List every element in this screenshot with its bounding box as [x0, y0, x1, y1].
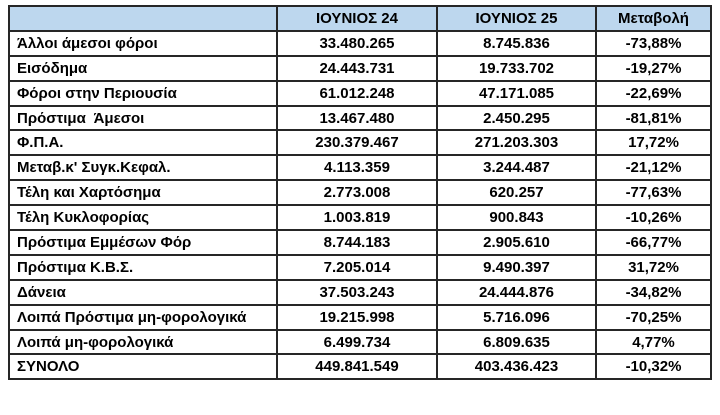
- table-row: Πρόστιμα Εμμέσων Φόρ 8.744.183 2.905.610 -6…: [8, 229, 712, 256]
- tax-revenue-table: ΙΟΥΝΙΟΣ 24 ΙΟΥΝΙΟΣ 25 Μεταβολή Άλλοι άμε…: [8, 5, 712, 381]
- value-june24: 33.480.265: [276, 29, 438, 57]
- table-row: Φόροι στην Περιουσία 61.012.248 47.171.085…: [8, 79, 712, 107]
- table-row: Πρόστιμα Κ.Β.Σ. 7.205.014 9.490.397 31,72%: [8, 253, 712, 281]
- change-value: -10,32%: [595, 353, 712, 381]
- change-value: -73,88%: [595, 29, 712, 57]
- row-label: Λοιπά Πρόστιμα μη-φορολογικά: [8, 303, 278, 331]
- value-june24: 1.003.819: [276, 204, 438, 232]
- table-row: Τέλη και Χαρτόσημα 2.773.008 620.257 -77,63…: [8, 179, 712, 207]
- value-june24: 7.205.014: [276, 253, 438, 281]
- value-june24: 6.499.734: [276, 328, 438, 356]
- table-row: Λοιπά Πρόστιμα μη-φορολογικά 19.215.998 5.…: [8, 303, 712, 331]
- value-june24: 37.503.243: [276, 278, 438, 306]
- change-value: 4,77%: [595, 328, 712, 356]
- value-june25: 24.444.876: [436, 278, 597, 306]
- table-row: Άλλοι άμεσοι φόροι 33.480.265 8.745.836 -73…: [8, 29, 712, 57]
- change-value: -70,25%: [595, 303, 712, 331]
- value-june24: 449.841.549: [276, 353, 438, 381]
- change-value: -22,69%: [595, 79, 712, 107]
- value-june24: 2.773.008: [276, 179, 438, 207]
- row-label: Τέλη και Χαρτόσημα: [8, 179, 278, 207]
- row-label: Πρόστιμα Εμμέσων Φόρ: [8, 229, 278, 256]
- change-value: -81,81%: [595, 104, 712, 132]
- row-label: Πρόστιμα Κ.Β.Σ.: [8, 253, 278, 281]
- value-june25: 47.171.085: [436, 79, 597, 107]
- value-june24: 230.379.467: [276, 129, 438, 157]
- header-cell-change: Μεταβολή: [595, 5, 712, 32]
- header-cell-june24: ΙΟΥΝΙΟΣ 24: [276, 5, 438, 32]
- row-label: ΣΥΝΟΛΟ: [8, 353, 278, 381]
- change-value: -21,12%: [595, 154, 712, 182]
- change-value: -77,63%: [595, 179, 712, 207]
- change-value: -66,77%: [595, 229, 712, 256]
- row-label: Φόροι στην Περιουσία: [8, 79, 278, 107]
- value-june25: 2.450.295: [436, 104, 597, 132]
- change-value: 17,72%: [595, 129, 712, 157]
- value-june25: 2.905.610: [436, 229, 597, 256]
- value-june25: 6.809.635: [436, 328, 597, 356]
- row-label: Μεταβ.κ' Συγκ.Κεφαλ.: [8, 154, 278, 182]
- table-row: Πρόστιμα Άμεσοι 13.467.480 2.450.295 -81,81…: [8, 104, 712, 132]
- row-label: Τέλη Κυκλοφορίας: [8, 204, 278, 232]
- value-june24: 19.215.998: [276, 303, 438, 331]
- table-body: Άλλοι άμεσοι φόροι 33.480.265 8.745.836 -73…: [8, 29, 712, 381]
- row-label: Δάνεια: [8, 278, 278, 306]
- header-row: ΙΟΥΝΙΟΣ 24 ΙΟΥΝΙΟΣ 25 Μεταβολή: [8, 5, 712, 32]
- value-june25: 8.745.836: [436, 29, 597, 57]
- change-value: 31,72%: [595, 253, 712, 281]
- table-row: Τέλη Κυκλοφορίας 1.003.819 900.843 -10,26%: [8, 204, 712, 232]
- value-june25: 19.733.702: [436, 54, 597, 82]
- value-june25: 9.490.397: [436, 253, 597, 281]
- table-row: Λοιπά μη-φορολογικά 6.499.734 6.809.635 4,7…: [8, 328, 712, 356]
- change-value: -10,26%: [595, 204, 712, 232]
- header-cell-june25: ΙΟΥΝΙΟΣ 25: [436, 5, 597, 32]
- value-june25: 5.716.096: [436, 303, 597, 331]
- table-row: Μεταβ.κ' Συγκ.Κεφαλ. 4.113.359 3.244.487 -2…: [8, 154, 712, 182]
- value-june24: 4.113.359: [276, 154, 438, 182]
- row-label: Λοιπά μη-φορολογικά: [8, 328, 278, 356]
- value-june25: 403.436.423: [436, 353, 597, 381]
- row-label: Φ.Π.Α.: [8, 129, 278, 157]
- value-june24: 13.467.480: [276, 104, 438, 132]
- table-row: Εισόδημα 24.443.731 19.733.702 -19,27%: [8, 54, 712, 82]
- value-june25: 620.257: [436, 179, 597, 207]
- value-june24: 61.012.248: [276, 79, 438, 107]
- value-june25: 900.843: [436, 204, 597, 232]
- table-row: ΣΥΝΟΛΟ 449.841.549 403.436.423 -10,32%: [8, 353, 712, 381]
- row-label: Πρόστιμα Άμεσοι: [8, 104, 278, 132]
- change-value: -19,27%: [595, 54, 712, 82]
- row-label: Εισόδημα: [8, 54, 278, 82]
- change-value: -34,82%: [595, 278, 712, 306]
- value-june25: 3.244.487: [436, 154, 597, 182]
- value-june24: 8.744.183: [276, 229, 438, 256]
- table-row: Φ.Π.Α. 230.379.467 271.203.303 17,72%: [8, 129, 712, 157]
- table-row: Δάνεια 37.503.243 24.444.876 -34,82%: [8, 278, 712, 306]
- value-june25: 271.203.303: [436, 129, 597, 157]
- header-cell-empty: [8, 5, 278, 32]
- row-label: Άλλοι άμεσοι φόροι: [8, 29, 278, 57]
- value-june24: 24.443.731: [276, 54, 438, 82]
